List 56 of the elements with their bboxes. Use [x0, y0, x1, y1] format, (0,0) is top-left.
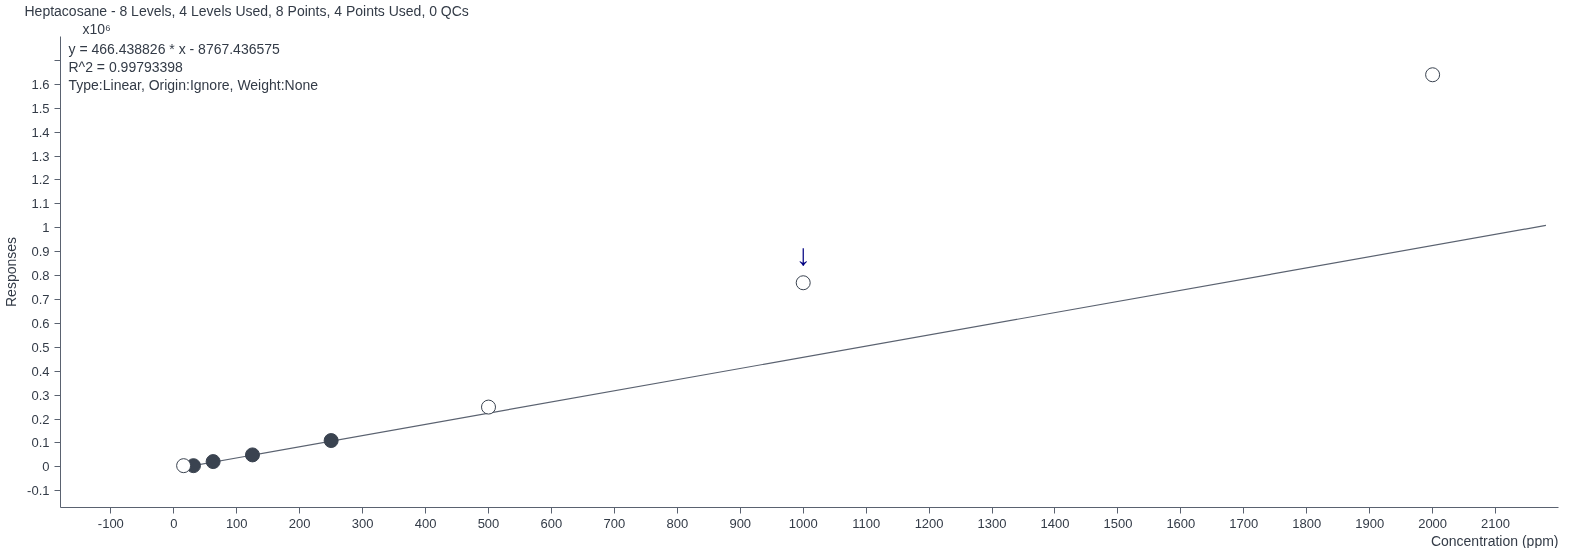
x-axis-title: Concentration (ppm)	[1430, 532, 1559, 548]
y-tick-label: 0.7	[31, 291, 50, 307]
y-tick-label: 0.5	[31, 339, 50, 355]
y-tick-label: 1.6	[31, 76, 50, 92]
x-tick-label: -100	[97, 515, 124, 531]
y-axis-title: Responses	[3, 236, 20, 308]
point	[244, 447, 260, 463]
x-tick-label: 0	[170, 515, 178, 531]
x-tick-label: 800	[666, 515, 689, 531]
x-tick-label: 1100	[852, 515, 881, 531]
point	[205, 454, 221, 470]
x-tick-label: 1600	[1166, 515, 1196, 531]
text: x10⁶	[82, 20, 111, 37]
y-tick-label: 0.4	[31, 363, 50, 379]
x-tick-label: 1900	[1355, 515, 1385, 531]
x-tick-label: 2000	[1418, 515, 1448, 531]
x-tick-label: 1000	[788, 515, 818, 531]
y-tick-label: 0.1	[31, 435, 50, 451]
annotation: R^2 = 0.99793398	[68, 58, 184, 75]
y-tick-label: 0.3	[31, 387, 50, 403]
y-tick-label: 1	[42, 220, 50, 236]
x-tick-label: 600	[540, 515, 563, 531]
y-tick-label: 1.3	[31, 148, 50, 164]
x-tick-label: 2100	[1481, 515, 1511, 531]
annotation: y = 466.438826 * x - 8767.436575	[68, 40, 281, 57]
x-tick-label: 100	[225, 515, 248, 531]
x-tick-label: 1800	[1292, 515, 1322, 531]
point	[1425, 67, 1441, 83]
x-tick-label: 500	[477, 515, 500, 531]
x-tick-label: 1400	[1040, 515, 1070, 531]
y-tick-label: 0	[42, 459, 50, 475]
annotation: ↓	[795, 237, 811, 271]
y-tick-label: 0.8	[31, 268, 50, 284]
point	[481, 399, 496, 415]
x-tick-label: 700	[603, 515, 626, 531]
point	[795, 275, 811, 291]
x-tick-label: 900	[729, 515, 752, 531]
y-tick-label: 0.2	[31, 411, 50, 427]
point	[176, 458, 192, 474]
annotation: Type:Linear, Origin:Ignore, Weight:None	[68, 76, 319, 93]
y-tick-label: 1.1	[31, 196, 50, 212]
y-tick-label: -0.1	[27, 483, 50, 499]
x-tick-label: 1200	[914, 515, 944, 531]
x-tick-label: 400	[414, 515, 437, 531]
chart-title: Heptacosane - 8 Levels, 4 Levels Used, 8 Points, 4 Points Used, 0 QCs	[24, 2, 469, 19]
x-tick-label: 1700	[1229, 515, 1259, 531]
y-tick-label: 1.4	[31, 124, 50, 140]
y-tick-label: 0.9	[31, 244, 50, 260]
x-tick-label: 200	[288, 515, 311, 531]
x-tick-label: 1500	[1103, 515, 1133, 531]
y-tick-label: 1.5	[31, 100, 50, 116]
x-tick-label: 300	[351, 515, 374, 531]
y-tick-label: 1.2	[31, 172, 50, 188]
point	[323, 433, 339, 449]
y-tick-label: 0.6	[31, 315, 50, 331]
x-tick-label: 1300	[977, 515, 1007, 531]
